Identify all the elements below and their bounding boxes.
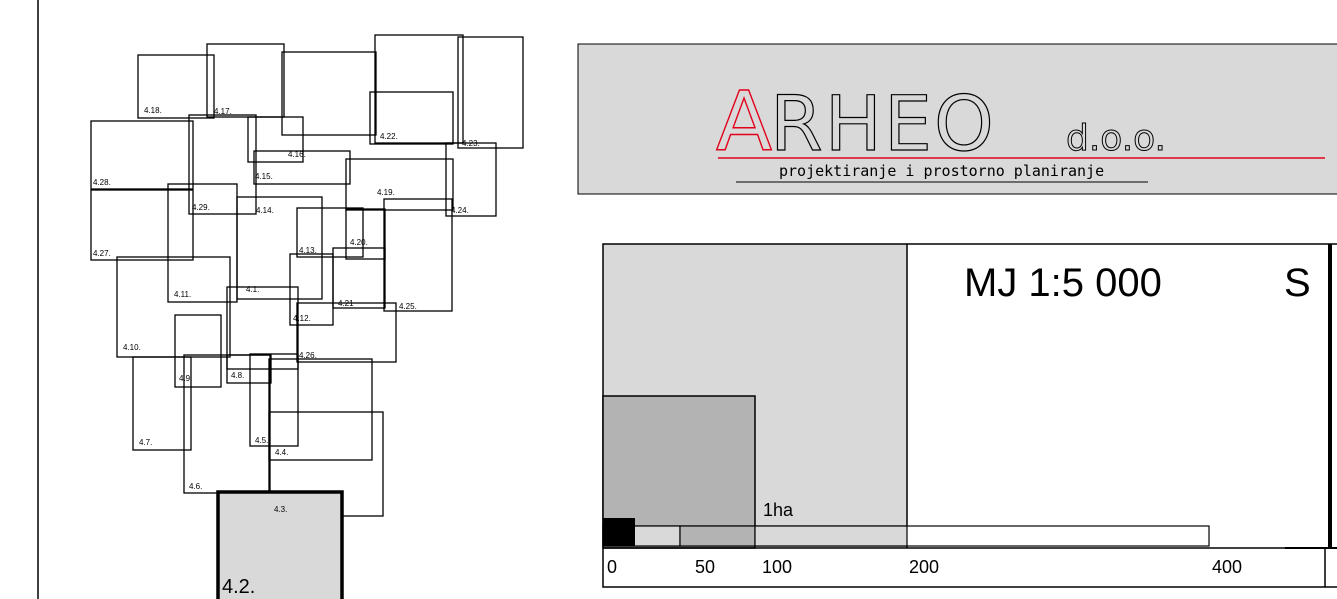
- label-4-8: 4.8.: [231, 371, 244, 380]
- label-4-11: 4.11.: [174, 290, 191, 299]
- label-4-16: 4.16.: [288, 150, 306, 159]
- sheet-4-7[interactable]: [132, 356, 192, 451]
- scale-tick-200: 200: [909, 557, 939, 577]
- label-4-1: 4.1.: [246, 285, 259, 294]
- scale-title-clipped: S: [1284, 261, 1311, 305]
- sheet-4-23-box[interactable]: [457, 36, 524, 149]
- label-4-13: 4.13.: [299, 246, 317, 255]
- sheet-4-10[interactable]: [116, 256, 231, 358]
- label-4-24: 4.24.: [451, 206, 469, 215]
- scale-tick-100: 100: [762, 557, 792, 577]
- scale-tick-50: 50: [695, 557, 715, 577]
- label-4-19: 4.19.: [377, 188, 395, 197]
- label-4-22: 4.22.: [380, 132, 398, 141]
- sheet-4-14[interactable]: [236, 196, 323, 300]
- sheet-4-20[interactable]: [345, 208, 386, 260]
- label-4-9: 4.9.: [179, 374, 192, 383]
- label-4-12: 4.12.: [293, 314, 311, 323]
- sheet-4-26[interactable]: [296, 302, 397, 363]
- sheet-4-25-upper[interactable]: [383, 198, 453, 312]
- sheet-4-5[interactable]: [249, 353, 299, 447]
- sheet-4-22-lower[interactable]: [369, 91, 454, 145]
- label-4-6: 4.6.: [189, 482, 202, 491]
- logo-suffix: d.o.o.: [1066, 118, 1166, 159]
- label-4-10: 4.10.: [123, 343, 141, 352]
- sheet-4-2[interactable]: [216, 490, 344, 599]
- sheet-4-23[interactable]: [445, 142, 497, 217]
- label-4-28: 4.28.: [93, 178, 111, 187]
- label-4-14: 4.14.: [256, 206, 274, 215]
- logo-panel-bg: [577, 43, 1337, 195]
- index-map: [90, 34, 524, 599]
- label-4-25: 4.25.: [399, 302, 417, 311]
- sheet-4-22-upper[interactable]: [281, 51, 377, 136]
- index-labels: 4.18. 4.17. 4.22. 4.23. 4.16. 4.28. 4.15…: [93, 106, 480, 598]
- logo-tagline: projektiranje i prostorno planiranje: [779, 162, 1104, 180]
- hectare-label: 1ha: [763, 500, 794, 520]
- sheet-4-27[interactable]: [90, 189, 194, 261]
- scale-bar-solid-block: [603, 518, 635, 546]
- logo-panel: A RHEO d.o.o. projektiranje i prostorno …: [577, 43, 1337, 195]
- sheet-4-11[interactable]: [167, 183, 238, 303]
- sheet-4-22[interactable]: [374, 34, 464, 144]
- sheet-4-13[interactable]: [296, 207, 364, 258]
- scale-tick-0: 0: [607, 557, 617, 577]
- label-4-18: 4.18.: [144, 106, 162, 115]
- label-4-27: 4.27.: [93, 249, 111, 258]
- scale-title: MJ 1:5 000: [964, 261, 1162, 305]
- label-4-5: 4.5.: [255, 436, 268, 445]
- label-4-20: 4.20.: [350, 238, 368, 247]
- logo-letter-a: A: [716, 75, 772, 170]
- scale-tick-400: 400: [1212, 557, 1242, 577]
- sheet-4-16[interactable]: [247, 116, 304, 163]
- sheet-4-29[interactable]: [188, 114, 257, 215]
- scale-box: 1ha MJ 1:5 000 S 0 50 100 200 400: [602, 243, 1337, 588]
- sheet-4-28[interactable]: [90, 120, 194, 190]
- sheet-4-18[interactable]: [137, 54, 215, 119]
- sheet-4-9[interactable]: [174, 314, 222, 388]
- sheet-4-17[interactable]: [206, 43, 285, 118]
- scale-bar-segment-50-100: [679, 525, 756, 547]
- label-4-29: 4.29.: [192, 203, 210, 212]
- label-4-7: 4.7.: [139, 438, 152, 447]
- logo-name: RHEO: [770, 79, 996, 168]
- scale-bar-segment-100-200: [754, 525, 908, 547]
- sheet-4-8-box[interactable]: [226, 354, 272, 384]
- label-4-3: 4.3.: [274, 505, 287, 514]
- label-4-23: 4.23.: [462, 139, 480, 148]
- sheet-4-1[interactable]: [226, 286, 299, 370]
- sheet-4-15[interactable]: [253, 150, 351, 185]
- label-4-15: 4.15.: [255, 172, 273, 181]
- label-4-17: 4.17.: [214, 107, 232, 116]
- label-4-4: 4.4.: [275, 448, 288, 457]
- label-4-21: 4.21: [338, 299, 354, 308]
- label-4-2: 4.2.: [222, 576, 255, 598]
- sheet-4-21[interactable]: [332, 247, 386, 309]
- sheet-4-4[interactable]: [268, 358, 373, 461]
- label-4-26: 4.26.: [299, 351, 317, 360]
- sheet-4-19[interactable]: [345, 158, 454, 211]
